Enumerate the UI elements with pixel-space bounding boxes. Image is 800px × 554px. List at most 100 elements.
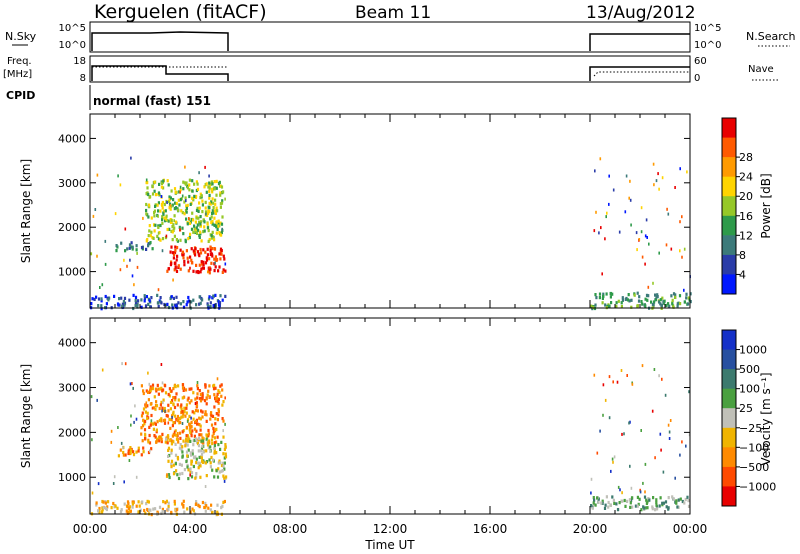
velocity-cell xyxy=(165,499,168,503)
velocity-cell xyxy=(221,417,224,421)
velocity-cell xyxy=(197,449,200,453)
velocity-cell xyxy=(167,421,170,425)
velocity-cell xyxy=(644,462,647,466)
power-cell xyxy=(217,303,221,307)
velocity-cell xyxy=(161,381,164,385)
velocity-cell xyxy=(223,499,226,504)
velocity-cell xyxy=(219,447,222,451)
velocity-cell xyxy=(664,500,668,504)
velocity-cell xyxy=(685,444,687,448)
freq-panel: Freq. [MHz] 18 8 60 0 Nave xyxy=(3,55,778,84)
power-cell xyxy=(210,261,213,265)
velocity-cell xyxy=(129,446,132,450)
power-cell xyxy=(174,261,177,265)
velocity-cell xyxy=(172,463,175,467)
velocity-cell xyxy=(182,412,185,416)
velocity-cell xyxy=(207,428,210,433)
velocity-cell xyxy=(148,508,151,512)
power-cell xyxy=(100,307,103,311)
velocity-cell xyxy=(676,505,679,509)
velocity-cell xyxy=(183,406,186,410)
velocity-cell xyxy=(179,436,182,440)
power-cell xyxy=(169,207,172,211)
power-cell xyxy=(195,216,198,220)
power-cell xyxy=(604,303,607,307)
power-cell xyxy=(193,194,196,198)
power-cell xyxy=(220,230,223,235)
velocity-cell xyxy=(170,510,173,514)
power-cell xyxy=(213,187,216,191)
velocity-cell xyxy=(190,399,193,403)
velocity-cell xyxy=(181,415,184,419)
velocity-cell xyxy=(175,508,179,512)
velocity-cell xyxy=(215,412,218,416)
power-cell xyxy=(211,230,214,234)
velocity-cell xyxy=(216,377,219,381)
power-cell xyxy=(222,190,225,194)
power-cell xyxy=(174,201,177,205)
power-cell xyxy=(216,257,219,262)
velocity-cell xyxy=(102,506,105,510)
velocity-cell xyxy=(155,389,158,393)
power-cell xyxy=(136,302,139,306)
velocity-cell xyxy=(208,384,211,388)
power-cell xyxy=(187,237,190,241)
velocity-cell xyxy=(147,398,150,402)
velocity-cell xyxy=(612,380,614,384)
velocity-cell xyxy=(185,438,188,442)
power-cell xyxy=(188,183,191,187)
power-cell xyxy=(213,262,216,266)
velocity-cell xyxy=(175,392,178,396)
power-cell xyxy=(149,241,152,245)
velocity-cell xyxy=(144,511,147,515)
power-cell xyxy=(153,211,156,215)
velocity-cell xyxy=(200,453,204,457)
power-cell xyxy=(177,208,180,212)
power-cell xyxy=(672,305,675,309)
power-cell xyxy=(168,227,171,231)
velocity-cell xyxy=(198,416,201,420)
velocity-cell xyxy=(160,386,163,390)
power-cell xyxy=(107,298,110,302)
velocity-cell xyxy=(204,501,207,505)
power-cell xyxy=(185,199,187,203)
velocity-cell xyxy=(117,454,120,458)
velocity-cell xyxy=(131,505,134,509)
power-cell xyxy=(202,260,205,264)
velocity-cell xyxy=(142,389,145,393)
power-cell xyxy=(211,254,214,258)
velocity-cell xyxy=(204,383,207,387)
power-cell xyxy=(207,185,210,189)
power-cell xyxy=(148,299,151,303)
velocity-cell xyxy=(660,448,662,452)
velocity-cell xyxy=(90,395,93,399)
velocity-cell xyxy=(162,408,165,412)
power-cell xyxy=(176,239,179,243)
velocity-colorbar: 1000 500 100 25 −25 −100 −500 −1000 xyxy=(721,329,776,507)
velocity-cell xyxy=(642,481,644,485)
velocity-cell xyxy=(190,420,193,424)
velocity-cell xyxy=(629,501,632,505)
velocity-cell xyxy=(613,455,616,459)
velocity-cell xyxy=(187,477,190,481)
velocity-cell xyxy=(217,443,220,447)
power-cell xyxy=(93,297,96,301)
velocity-cell xyxy=(659,432,662,436)
power-cell xyxy=(165,234,168,238)
power-cell xyxy=(128,298,131,302)
velocity-colorbar-tick-label-5: −100 xyxy=(739,441,769,454)
velocity-cell xyxy=(200,446,204,450)
velocity-cell xyxy=(161,406,164,410)
velocity-cell xyxy=(122,446,124,450)
power-cell xyxy=(203,225,206,229)
power-cell xyxy=(196,231,199,235)
power-cell xyxy=(198,201,201,205)
velocity-cell xyxy=(146,499,149,503)
velocity-cell xyxy=(201,459,204,463)
velocity-cell xyxy=(154,435,157,439)
power-cell xyxy=(190,258,193,262)
power-cell xyxy=(647,294,650,298)
velocity-cell xyxy=(221,461,224,465)
velocity-cell xyxy=(189,439,192,443)
velocity-cell xyxy=(140,414,144,418)
